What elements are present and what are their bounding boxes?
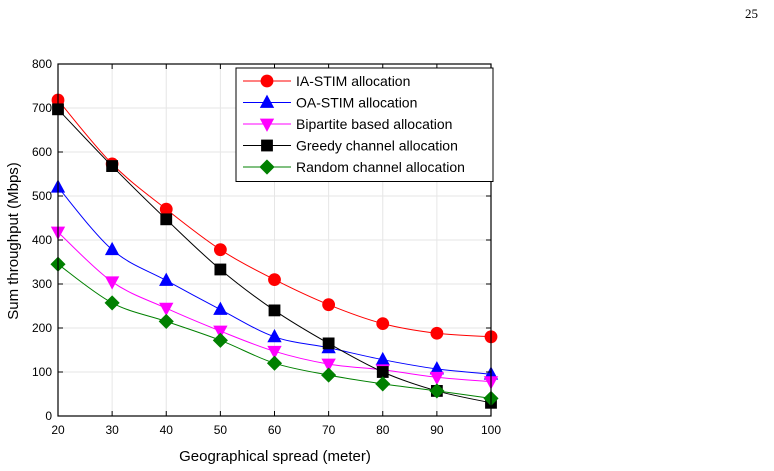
- page-number: 25: [745, 6, 758, 21]
- data-point: [159, 272, 174, 286]
- data-point: [376, 317, 390, 331]
- y-tick-label: 200: [32, 321, 52, 335]
- data-point: [212, 332, 228, 348]
- data-point: [159, 302, 174, 317]
- x-tick-label: 100: [481, 423, 501, 437]
- data-point: [375, 376, 391, 392]
- y-tick-label: 300: [32, 277, 52, 291]
- legend-entry: OA-STIM allocation: [243, 95, 417, 111]
- data-point: [267, 345, 282, 360]
- legend-entry: Bipartite based allocation: [243, 116, 452, 132]
- data-point: [104, 276, 120, 290]
- x-tick-label: 40: [160, 423, 174, 437]
- x-tick-label: 70: [322, 423, 336, 437]
- data-point: [267, 328, 282, 343]
- data-point: [268, 304, 281, 317]
- y-tick-label: 600: [32, 145, 52, 159]
- legend: IA-STIM allocation OA-STIM allocation Bipa…: [235, 67, 494, 182]
- legend-label: OA-STIM allocation: [296, 95, 417, 111]
- data-point: [104, 295, 120, 311]
- data-point: [268, 273, 281, 287]
- x-tick-label: 50: [214, 423, 228, 437]
- x-tick-label: 60: [268, 423, 282, 437]
- y-tick-label: 400: [32, 233, 52, 247]
- data-point: [213, 325, 228, 339]
- legend-marker: [259, 159, 275, 175]
- x-tick-label: 30: [105, 423, 119, 437]
- data-point: [213, 301, 228, 315]
- data-point: [322, 337, 335, 350]
- y-tick-label: 0: [45, 409, 52, 423]
- data-point: [159, 202, 173, 216]
- series-layer: [50, 93, 499, 409]
- x-tick-label: 20: [51, 423, 65, 437]
- x-axis-label: Geographical spread (meter): [179, 448, 371, 465]
- legend-label: IA-STIM allocation: [296, 73, 410, 89]
- series-line: [57, 99, 492, 338]
- series-line: [57, 108, 492, 404]
- data-point: [430, 326, 444, 340]
- data-point: [213, 243, 227, 257]
- data-point: [429, 371, 445, 386]
- y-tick-label: 100: [32, 365, 52, 379]
- data-point: [376, 366, 389, 378]
- y-tick-label: 700: [32, 101, 52, 115]
- data-point: [106, 160, 119, 172]
- legend-label: Greedy channel allocation: [296, 138, 458, 154]
- legend-entry: Greedy channel allocation: [243, 138, 458, 154]
- data-point: [104, 241, 120, 256]
- x-tick-label: 90: [430, 423, 444, 437]
- legend-marker: [260, 74, 274, 88]
- data-point: [160, 213, 173, 226]
- y-tick-label: 800: [32, 57, 52, 71]
- y-tick-label: 500: [32, 189, 52, 203]
- legend-marker: [259, 118, 275, 132]
- data-point: [266, 355, 283, 371]
- legend-entry: Random channel allocation: [243, 159, 465, 175]
- legend-marker: [261, 139, 273, 152]
- data-point: [322, 298, 336, 312]
- axes: 20 30 40 50 60 70 80 90 100 0 100 200 300 400 500 600 70…: [32, 57, 501, 437]
- data-point: [321, 367, 337, 383]
- legend-label: Random channel allocation: [296, 159, 465, 175]
- legend-label: Bipartite based allocation: [296, 116, 452, 132]
- data-point: [214, 263, 227, 276]
- y-axis-label: Sum throughput (Mbps): [5, 162, 22, 320]
- legend-marker: [259, 94, 275, 108]
- x-tick-label: 80: [376, 423, 390, 437]
- data-point: [429, 383, 445, 399]
- data-point: [158, 313, 174, 329]
- legend-entry: IA-STIM allocation: [243, 73, 410, 89]
- legend-box: [235, 67, 494, 182]
- data-point: [321, 358, 336, 372]
